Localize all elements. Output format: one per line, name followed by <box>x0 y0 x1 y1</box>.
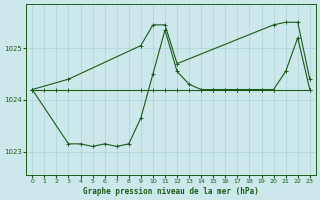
X-axis label: Graphe pression niveau de la mer (hPa): Graphe pression niveau de la mer (hPa) <box>83 187 259 196</box>
